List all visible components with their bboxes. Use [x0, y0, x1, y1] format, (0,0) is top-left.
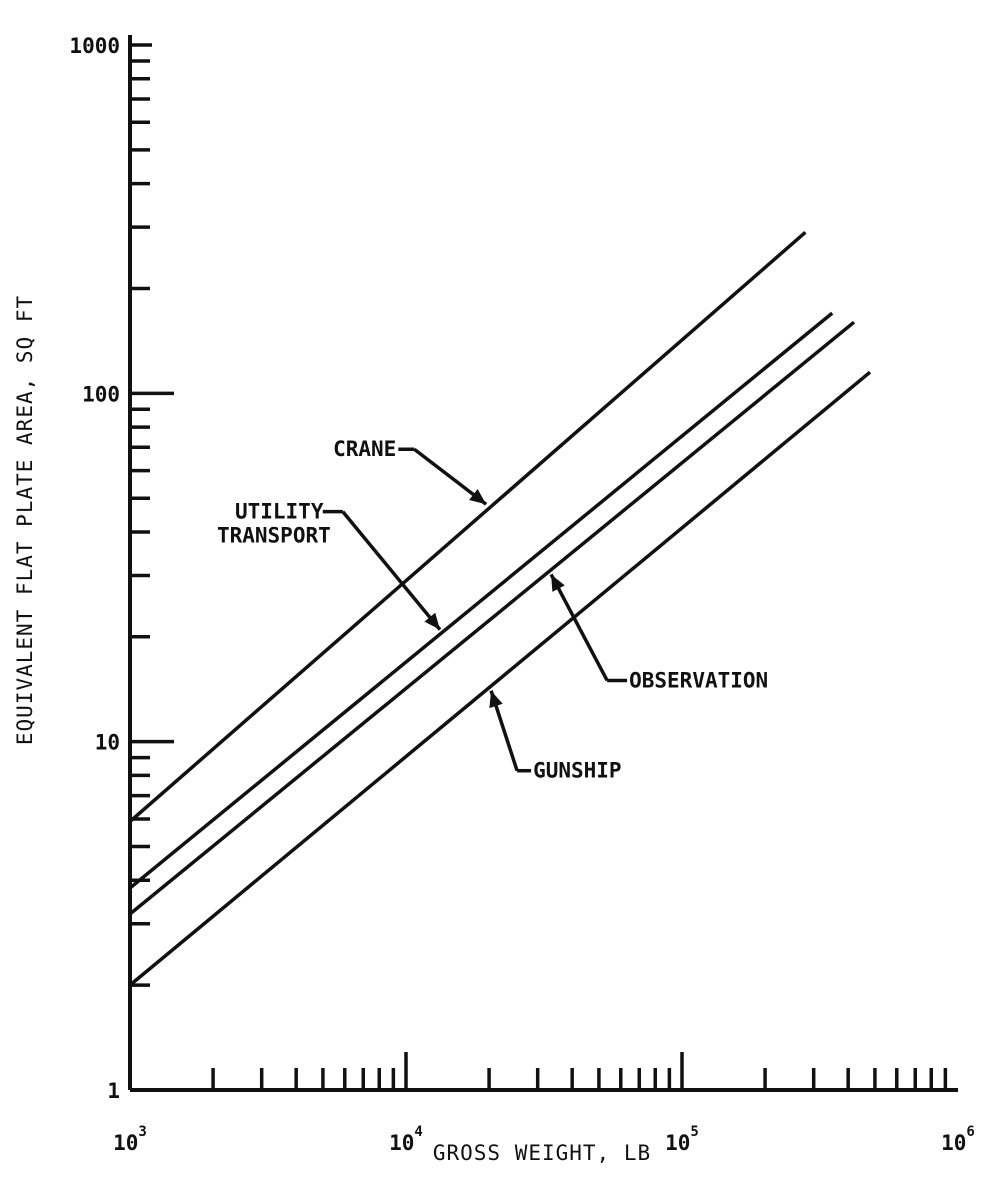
observation-arrowhead: [551, 574, 565, 592]
x-tick-label: 106: [941, 1124, 975, 1155]
series-label-utility: UTILITY TRANSPORT: [217, 500, 331, 548]
series-line-gunship: [128, 370, 872, 987]
y-axis-label: EQUIVALENT FLAT PLATE AREA, SQ FT: [13, 295, 37, 745]
chart-axes: [128, 35, 958, 1092]
x-tick-label: 105: [665, 1124, 699, 1155]
series-line-utility: [128, 311, 834, 890]
y-tick-label: 100: [82, 382, 120, 406]
x-axis-label: GROSS WEIGHT, LB: [433, 1141, 651, 1165]
gunship-arrowhead: [489, 690, 503, 709]
series-line-crane: [128, 230, 807, 823]
chart-ticks: 1 10 100 1000 103 104 105 106: [69, 34, 974, 1155]
chart-callouts: CRANE UTILITY TRANSPORT OBSERVATION GUNSHIP: [217, 437, 768, 782]
series-label-gunship: GUNSHIP: [533, 759, 622, 783]
utility-arrowhead: [424, 612, 440, 630]
series-label-crane: CRANE: [333, 437, 396, 461]
series-line-observation: [128, 320, 856, 916]
y-tick-label: 1: [107, 1079, 120, 1103]
y-tick-label: 1000: [69, 34, 120, 58]
utility-leader: [341, 510, 442, 631]
chart-series: [128, 230, 872, 987]
y-tick-label: 10: [95, 731, 120, 755]
observation-leader: [549, 573, 609, 682]
series-label-observation: OBSERVATION: [629, 668, 768, 692]
x-tick-label: 104: [389, 1124, 423, 1155]
x-tick-label: 103: [113, 1124, 147, 1155]
crane-arrowhead: [469, 488, 487, 505]
